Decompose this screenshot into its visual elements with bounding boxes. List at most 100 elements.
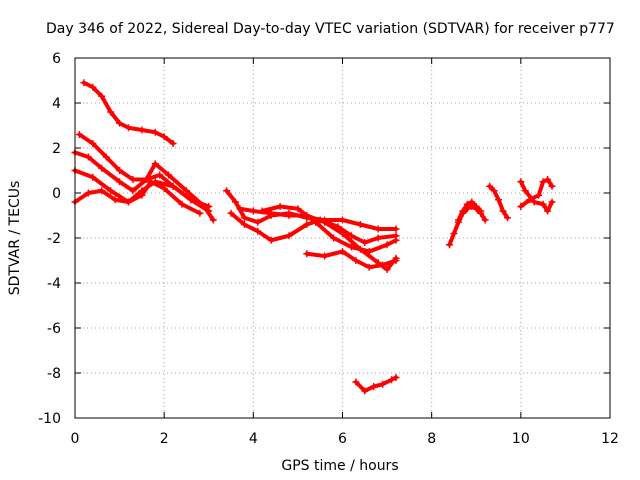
- data-point: [89, 173, 97, 181]
- data-point: [125, 198, 132, 206]
- data-point: [374, 234, 382, 242]
- data-point: [312, 218, 320, 226]
- data-point: [339, 216, 346, 224]
- series-track-4: [71, 167, 213, 210]
- data-point: [80, 79, 88, 87]
- series-track-15: [517, 178, 556, 215]
- series-track-10: [303, 248, 400, 271]
- series-line: [518, 177, 555, 209]
- data-point: [138, 191, 146, 199]
- data-point: [521, 187, 529, 195]
- data-point: [459, 207, 467, 215]
- data-point: [477, 207, 485, 215]
- data-point: [499, 207, 507, 215]
- data-point: [116, 178, 124, 186]
- data-point: [356, 221, 364, 228]
- data-point: [481, 216, 489, 224]
- data-point: [544, 176, 552, 183]
- data-point: [548, 182, 556, 190]
- data-point: [89, 140, 97, 147]
- data-point: [240, 221, 248, 228]
- data-point: [223, 187, 231, 195]
- data-point: [388, 376, 396, 384]
- data-point: [446, 241, 453, 249]
- series-line: [518, 179, 555, 213]
- data-point: [365, 263, 373, 271]
- x-axis-label: GPS time / hours: [281, 458, 398, 474]
- y-tick-labels: 6 4 2 0 -2 -4 -6 -8 -10: [38, 51, 61, 427]
- data-point: [129, 176, 137, 183]
- data-point: [258, 207, 266, 215]
- series-track-13: [454, 198, 485, 224]
- series-track-1: [80, 79, 177, 147]
- data-point: [187, 196, 195, 204]
- data-point: [102, 153, 110, 161]
- data-point: [383, 241, 391, 249]
- data-point: [125, 124, 132, 132]
- series-track-16: [517, 176, 556, 210]
- data-point: [227, 209, 235, 217]
- data-point: [379, 380, 387, 388]
- data-point: [98, 92, 106, 100]
- series-track-14: [486, 182, 511, 222]
- axis-ticks: [74, 57, 611, 419]
- x-tick-label: 10: [512, 431, 530, 447]
- data-point: [468, 198, 476, 206]
- data-point: [392, 257, 400, 264]
- y-tick-label: -8: [47, 366, 61, 382]
- data-point: [129, 187, 137, 195]
- x-tick-label: 8: [427, 431, 436, 447]
- data-point: [254, 227, 262, 235]
- data-point: [539, 178, 547, 186]
- data-point: [450, 230, 458, 237]
- data-point: [89, 83, 97, 91]
- data-point: [352, 378, 360, 386]
- data-point: [254, 218, 262, 226]
- series-line: [73, 179, 202, 216]
- data-point: [169, 140, 177, 147]
- y-tick-label: -2: [47, 231, 61, 247]
- data-point: [84, 189, 92, 197]
- data-point: [98, 187, 106, 195]
- x-tick-label: 6: [338, 431, 347, 447]
- data-point: [392, 374, 400, 381]
- data-point: [503, 214, 511, 222]
- data-point: [352, 257, 360, 264]
- data-point: [98, 164, 106, 172]
- x-tick-label: 12: [601, 431, 619, 447]
- data-point: [361, 239, 369, 246]
- data-point: [365, 248, 373, 255]
- data-point: [486, 182, 494, 190]
- y-tick-label: -4: [47, 276, 61, 292]
- data-point: [151, 160, 159, 168]
- data-point: [285, 212, 293, 219]
- data-point: [517, 203, 525, 210]
- data-point: [107, 108, 115, 116]
- data-point: [370, 383, 378, 390]
- data-point: [490, 187, 498, 195]
- data-point: [107, 187, 115, 195]
- data-point: [321, 252, 329, 260]
- series-track-11: [352, 374, 400, 395]
- data-point: [160, 185, 168, 192]
- data-point: [383, 266, 391, 273]
- data-point: [160, 133, 168, 141]
- data-point: [463, 200, 471, 208]
- data-point: [196, 209, 204, 217]
- data-point: [285, 232, 293, 240]
- grid-lines: [75, 58, 610, 418]
- data-point: [182, 187, 190, 195]
- data-point: [347, 243, 355, 251]
- data-point: [535, 191, 543, 199]
- data-point: [303, 221, 311, 228]
- x-tick-label: 0: [71, 431, 80, 447]
- data-point: [249, 207, 257, 215]
- data-point: [267, 209, 275, 217]
- series-tracks: [71, 79, 556, 395]
- x-tick-labels: 0 2 4 6 8 10 12: [71, 431, 619, 447]
- data-point: [472, 203, 480, 210]
- data-point: [209, 216, 217, 224]
- y-tick-label: -6: [47, 321, 61, 337]
- data-point: [330, 234, 338, 242]
- data-point: [544, 207, 552, 215]
